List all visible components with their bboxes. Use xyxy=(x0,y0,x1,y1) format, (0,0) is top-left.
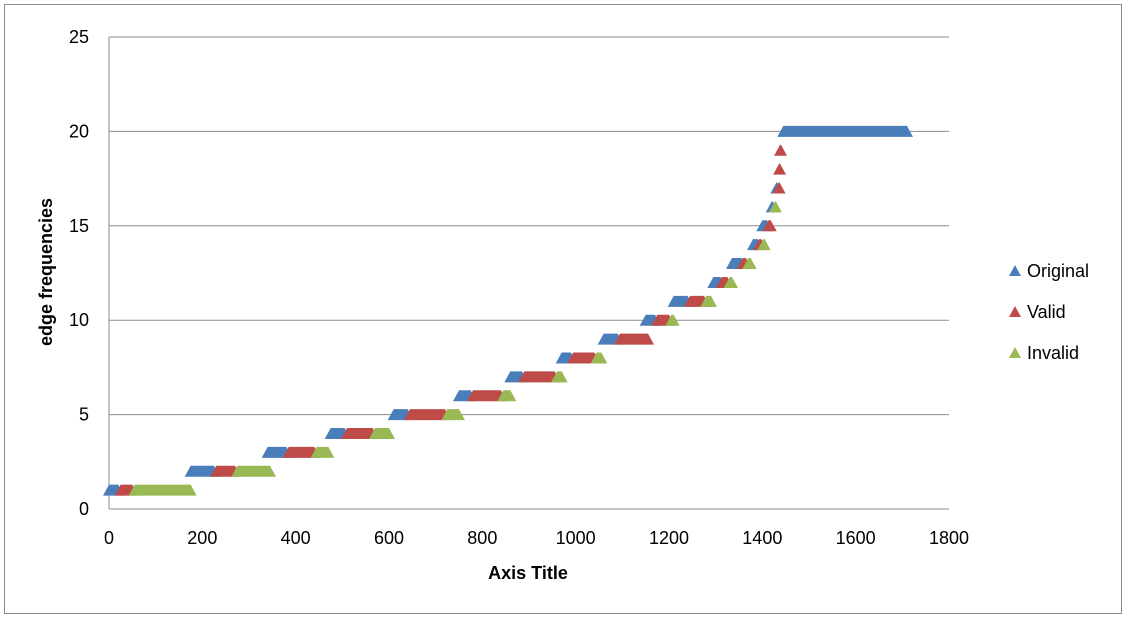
x-tick-label: 1800 xyxy=(929,528,969,548)
y-tick-label: 5 xyxy=(79,405,89,425)
data-point-invalid xyxy=(590,352,608,364)
y-tick-label: 15 xyxy=(69,216,89,236)
y-axis-title: edge frequencies xyxy=(36,198,56,346)
x-axis-title: Axis Title xyxy=(488,563,568,583)
data-point-invalid xyxy=(723,276,738,288)
y-tick-label: 25 xyxy=(69,27,89,47)
legend-label-invalid: Invalid xyxy=(1027,343,1079,363)
data-point-invalid xyxy=(665,314,680,326)
legend-marker-valid xyxy=(1009,306,1021,317)
data-marks xyxy=(103,125,913,496)
data-point-valid xyxy=(404,409,451,421)
data-point-valid xyxy=(341,427,379,439)
legend-marker-invalid xyxy=(1009,347,1021,358)
data-point-original xyxy=(777,125,913,137)
data-point-valid xyxy=(567,352,601,364)
data-point-valid xyxy=(774,144,787,156)
data-point-invalid xyxy=(742,258,757,270)
x-tick-label: 600 xyxy=(374,528,404,548)
data-point-valid xyxy=(762,220,777,232)
legend: Original Valid Invalid xyxy=(1009,261,1089,363)
data-point-valid xyxy=(772,182,786,194)
x-tick-label: 1200 xyxy=(649,528,689,548)
data-point-valid xyxy=(467,390,507,402)
data-point-valid xyxy=(518,371,561,383)
data-point-invalid xyxy=(497,390,517,402)
y-tick-label: 20 xyxy=(69,121,89,141)
data-point-invalid xyxy=(310,446,335,458)
x-tick-label: 0 xyxy=(104,528,114,548)
data-point-invalid xyxy=(231,465,276,477)
x-tick-label: 400 xyxy=(281,528,311,548)
data-point-invalid xyxy=(757,239,771,251)
data-point-invalid xyxy=(128,484,197,496)
chart-frame xyxy=(4,4,1122,614)
y-tick-label: 10 xyxy=(69,310,89,330)
legend-label-original: Original xyxy=(1027,261,1089,281)
data-point-valid xyxy=(773,163,787,175)
data-point-invalid xyxy=(551,371,568,383)
data-point-invalid xyxy=(441,409,465,421)
legend-marker-original xyxy=(1009,265,1021,276)
data-point-invalid xyxy=(369,427,395,439)
data-point-invalid xyxy=(768,201,782,213)
x-tick-label: 1600 xyxy=(836,528,876,548)
data-point-invalid xyxy=(700,295,717,307)
tick-labels: 0 200 400 600 800 1000 1200 1400 1600 1800 0 5 10 15 2… xyxy=(69,27,969,548)
data-point-valid xyxy=(282,446,321,458)
legend-label-valid: Valid xyxy=(1027,302,1066,322)
axes xyxy=(108,37,949,510)
x-tick-label: 200 xyxy=(187,528,217,548)
data-point-original xyxy=(184,465,220,477)
gridlines xyxy=(109,36,949,416)
y-tick-label: 0 xyxy=(79,499,89,519)
x-tick-label: 800 xyxy=(467,528,497,548)
x-tick-label: 1000 xyxy=(556,528,596,548)
data-point-valid xyxy=(614,333,654,345)
x-tick-label: 1400 xyxy=(742,528,782,548)
